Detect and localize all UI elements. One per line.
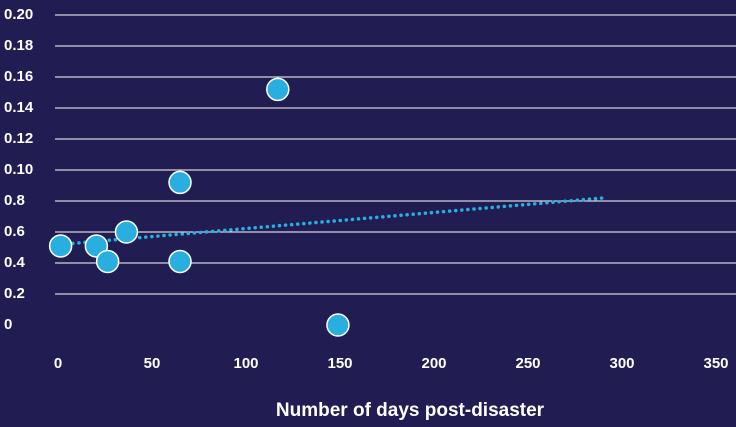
x-tick-label: 100 bbox=[233, 355, 258, 372]
y-tick-label: 0.6 bbox=[4, 223, 25, 240]
scatter-point bbox=[326, 313, 350, 337]
scatter-point bbox=[48, 234, 73, 258]
trendline bbox=[58, 196, 606, 247]
scatter-point bbox=[266, 77, 290, 102]
y-tick-label: 0.18 bbox=[4, 37, 33, 54]
scatter-point bbox=[114, 220, 139, 244]
x-axis-label: Number of days post-disaster bbox=[276, 400, 545, 421]
scatter-point bbox=[168, 170, 192, 195]
scatter-point bbox=[95, 249, 120, 274]
y-tick-label: 0.20 bbox=[4, 6, 33, 23]
scatter-point bbox=[168, 249, 192, 274]
y-tick-label: 0 bbox=[4, 316, 12, 333]
x-tick-label: 0 bbox=[54, 355, 62, 372]
y-tick-label: 0.16 bbox=[4, 68, 33, 85]
x-tick-label: 350 bbox=[703, 355, 728, 372]
x-tick-label: 300 bbox=[609, 355, 634, 372]
x-tick-label: 150 bbox=[327, 355, 352, 372]
x-tick-label: 50 bbox=[144, 355, 161, 372]
x-tick-label: 200 bbox=[421, 355, 446, 372]
y-tick-label: 0.8 bbox=[4, 192, 25, 209]
y-tick-label: 0.12 bbox=[4, 130, 33, 147]
y-tick-label: 0.10 bbox=[4, 161, 33, 178]
y-tick-label: 0.2 bbox=[4, 285, 25, 302]
x-tick-label: 250 bbox=[515, 355, 540, 372]
y-tick-label: 0.4 bbox=[4, 254, 26, 271]
y-tick-label: 0.14 bbox=[4, 99, 34, 116]
